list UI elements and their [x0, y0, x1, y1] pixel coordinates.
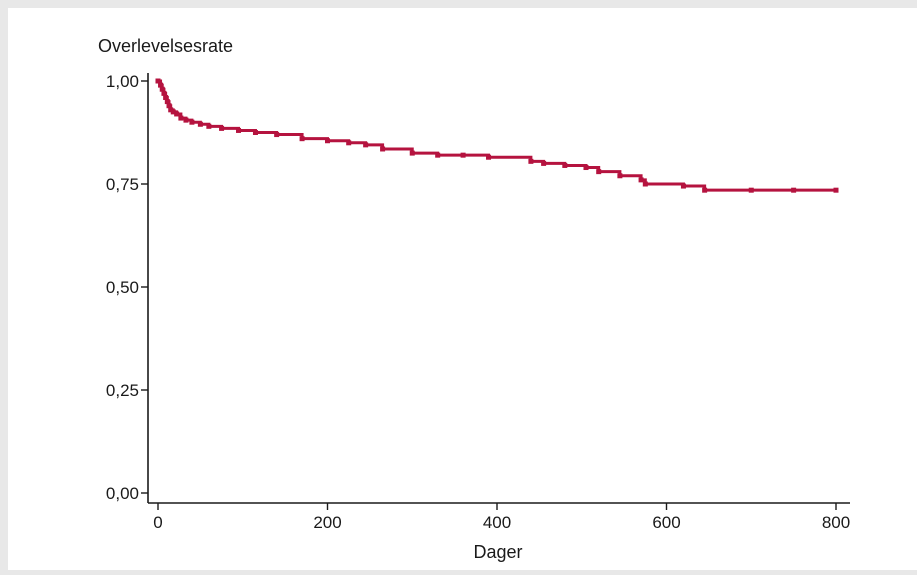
chart-panel: Overlevelsesrate Dager 0,00 0,25 0,50 0,75 1… — [8, 8, 917, 570]
censor-mark — [197, 121, 203, 127]
censor-mark — [638, 177, 644, 183]
x-tick-label: 200 — [313, 513, 341, 532]
censor-mark — [178, 115, 184, 121]
censor-mark — [166, 103, 172, 109]
censor-mark — [363, 142, 369, 148]
censor-mark — [219, 125, 225, 131]
y-tick-label: 1,00 — [106, 72, 139, 91]
censor-mark — [680, 183, 686, 189]
censor-mark — [174, 111, 180, 117]
censor-mark — [236, 127, 242, 133]
censor-mark — [435, 152, 441, 158]
x-tick-label: 0 — [153, 513, 162, 532]
survival-chart: Overlevelsesrate Dager 0,00 0,25 0,50 0,75 1… — [98, 36, 850, 562]
censor-mark — [299, 136, 305, 142]
censor-mark — [562, 162, 568, 168]
censor-mark — [409, 150, 415, 156]
censor-mark — [346, 140, 352, 146]
censor-mark — [583, 165, 589, 171]
censor-mark — [170, 109, 176, 115]
censor-mark — [642, 181, 648, 187]
censor-mark — [748, 187, 754, 193]
censor-mark — [161, 90, 167, 96]
censor-mark — [833, 187, 839, 193]
y-tick-label: 0,25 — [106, 381, 139, 400]
censor-mark — [541, 160, 547, 166]
censor-mark — [168, 107, 174, 113]
axes — [147, 73, 850, 504]
censor-mark — [274, 132, 280, 138]
censor-mark — [163, 94, 169, 100]
series-layer — [155, 78, 839, 193]
censor-mark — [252, 130, 258, 135]
censor-mark — [380, 146, 386, 152]
survival-line — [158, 79, 836, 192]
censor-mark — [617, 173, 623, 179]
ticks: 0,00 0,25 0,50 0,75 1,00 0 200 400 600 800 — [106, 72, 850, 532]
censor-mark — [486, 154, 492, 160]
censor-mark — [189, 119, 195, 125]
censor-mark — [206, 123, 212, 129]
y-axis-title: Overlevelsesrate — [98, 36, 233, 56]
x-tick-label: 800 — [822, 513, 850, 532]
censor-mark — [155, 78, 161, 84]
censor-mark — [159, 86, 165, 92]
censor-mark — [596, 169, 602, 175]
censor-mark — [164, 99, 170, 105]
y-tick-label: 0,00 — [106, 484, 139, 503]
censor-mark — [158, 82, 164, 88]
x-axis-title: Dager — [473, 542, 522, 562]
x-tick-label: 400 — [483, 513, 511, 532]
y-tick-label: 0,50 — [106, 278, 139, 297]
censor-mark — [528, 158, 534, 164]
censor-mark — [183, 117, 189, 123]
x-tick-label: 600 — [652, 513, 680, 532]
censor-mark — [325, 138, 330, 144]
censor-mark — [460, 152, 466, 158]
censor-mark — [702, 187, 708, 193]
y-tick-label: 0,75 — [106, 175, 139, 194]
censor-mark — [791, 187, 797, 193]
